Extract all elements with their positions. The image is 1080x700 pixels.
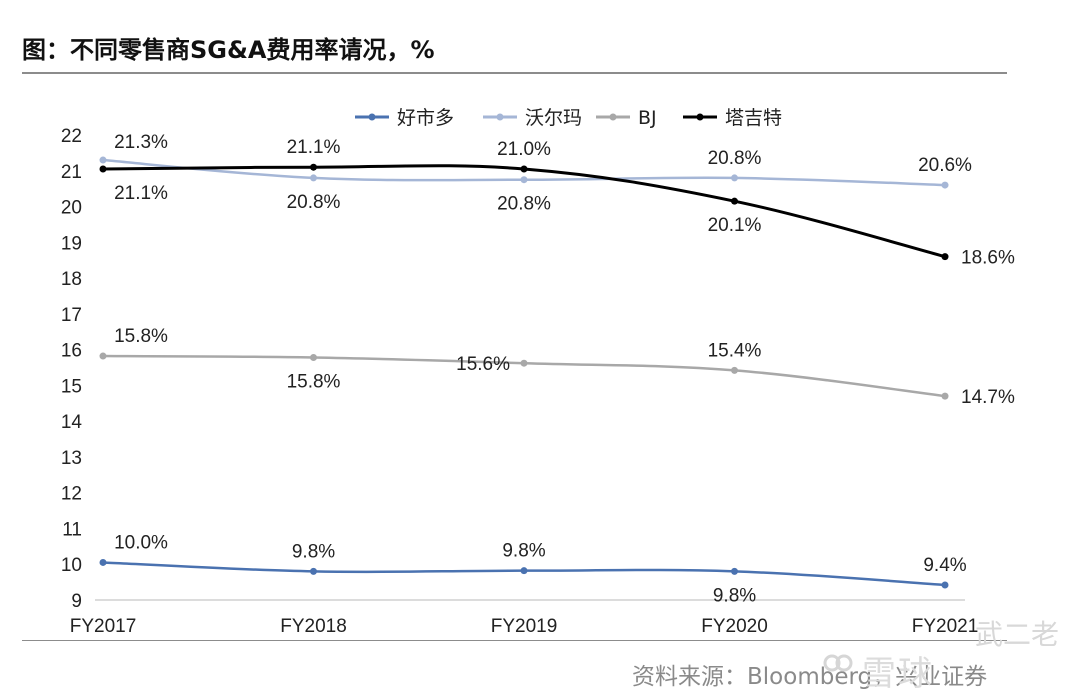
data-label: 15.4% bbox=[708, 340, 762, 361]
watermark-author: 武二老 bbox=[975, 618, 1060, 651]
x-tick-label: FY2017 bbox=[70, 616, 137, 637]
data-label: 15.8% bbox=[114, 326, 168, 347]
data-label: 10.0% bbox=[114, 532, 168, 553]
y-tick-label: 22 bbox=[61, 126, 82, 147]
legend-item: 好市多 bbox=[355, 107, 454, 129]
data-point bbox=[520, 165, 528, 173]
xueqiu-logo-icon bbox=[823, 654, 853, 672]
y-tick-label: 21 bbox=[61, 162, 82, 183]
y-tick-label: 13 bbox=[61, 448, 82, 469]
y-tick-label: 18 bbox=[61, 269, 82, 290]
y-tick-label: 16 bbox=[61, 341, 82, 362]
legend-item: 塔吉特 bbox=[683, 107, 782, 129]
source-divider bbox=[22, 640, 1007, 641]
data-point bbox=[941, 181, 949, 189]
chart-title: 图：不同零售商SG&A费用率请况，% bbox=[22, 36, 435, 64]
data-label: 9.8% bbox=[292, 541, 335, 562]
data-point bbox=[310, 567, 317, 575]
data-point bbox=[99, 558, 107, 566]
data-point bbox=[731, 174, 738, 182]
y-tick-label: 12 bbox=[61, 484, 82, 505]
legend-item: 沃尔玛 bbox=[483, 107, 582, 129]
title-divider bbox=[22, 72, 1007, 74]
y-tick-label: 20 bbox=[61, 198, 82, 219]
data-label: 21.1% bbox=[287, 137, 341, 158]
data-point bbox=[520, 359, 528, 367]
data-point bbox=[941, 253, 949, 261]
data-label: 9.8% bbox=[713, 585, 756, 606]
data-point bbox=[731, 567, 738, 575]
data-point bbox=[520, 176, 528, 184]
legend-marker bbox=[368, 113, 376, 121]
legend-item: BJ bbox=[596, 107, 657, 129]
chart-axes: 9 10 11 12 13 14 15 16 17 18 19 20 21 22 FY2017 FY2018 F… bbox=[61, 126, 978, 637]
data-point bbox=[941, 392, 949, 400]
y-tick-label: 15 bbox=[61, 376, 82, 397]
legend-label: 沃尔玛 bbox=[525, 107, 582, 129]
data-label: 9.4% bbox=[923, 555, 966, 576]
x-tick-label: FY2021 bbox=[912, 616, 979, 637]
legend-marker bbox=[696, 113, 704, 121]
data-label: 21.1% bbox=[114, 183, 168, 204]
data-label: 21.3% bbox=[114, 132, 168, 153]
data-label: 21.0% bbox=[497, 139, 551, 160]
data-point bbox=[310, 174, 317, 182]
watermark-site: 雪球 bbox=[862, 654, 934, 694]
x-tick-label: FY2020 bbox=[701, 616, 768, 637]
data-point bbox=[731, 366, 738, 374]
y-tick-label: 10 bbox=[61, 555, 82, 576]
data-label: 14.7% bbox=[961, 387, 1015, 408]
data-label: 20.1% bbox=[708, 215, 762, 236]
data-point bbox=[520, 567, 528, 575]
legend-marker bbox=[609, 113, 617, 121]
legend-label: 好市多 bbox=[397, 107, 454, 129]
data-label: 20.8% bbox=[497, 194, 551, 215]
y-tick-label: 11 bbox=[62, 519, 82, 540]
x-tick-label: FY2018 bbox=[280, 616, 347, 637]
legend-label: BJ bbox=[638, 107, 657, 129]
legend-label: 塔吉特 bbox=[725, 107, 782, 129]
data-point bbox=[731, 197, 738, 205]
data-point bbox=[941, 581, 949, 589]
data-labels: 10.0% 9.8% 9.8% 9.8% 9.4% 21.3% 20.8% 20.8% 20.8… bbox=[114, 132, 1015, 606]
data-label: 9.8% bbox=[502, 541, 545, 562]
data-point bbox=[310, 353, 317, 361]
y-tick-label: 9 bbox=[71, 591, 82, 612]
data-point bbox=[99, 165, 107, 173]
data-point bbox=[310, 163, 317, 171]
y-tick-label: 14 bbox=[61, 412, 83, 433]
data-label: 20.6% bbox=[918, 155, 972, 176]
chart-series bbox=[99, 156, 949, 589]
y-tick-label: 19 bbox=[61, 233, 82, 254]
data-point bbox=[99, 156, 107, 164]
data-label: 15.8% bbox=[287, 371, 341, 392]
chart-legend: 好市多 沃尔玛 BJ 塔吉特 bbox=[355, 107, 782, 129]
data-label: 20.8% bbox=[708, 148, 762, 169]
x-tick-label: FY2019 bbox=[491, 616, 558, 637]
data-label: 20.8% bbox=[287, 192, 341, 213]
data-label: 18.6% bbox=[961, 248, 1015, 269]
legend-marker bbox=[496, 113, 504, 121]
data-point bbox=[99, 352, 107, 360]
data-label: 15.6% bbox=[456, 354, 510, 375]
source-note: 资料来源：Bloomberg，兴业证券 bbox=[632, 664, 988, 690]
y-tick-label: 17 bbox=[61, 305, 82, 326]
